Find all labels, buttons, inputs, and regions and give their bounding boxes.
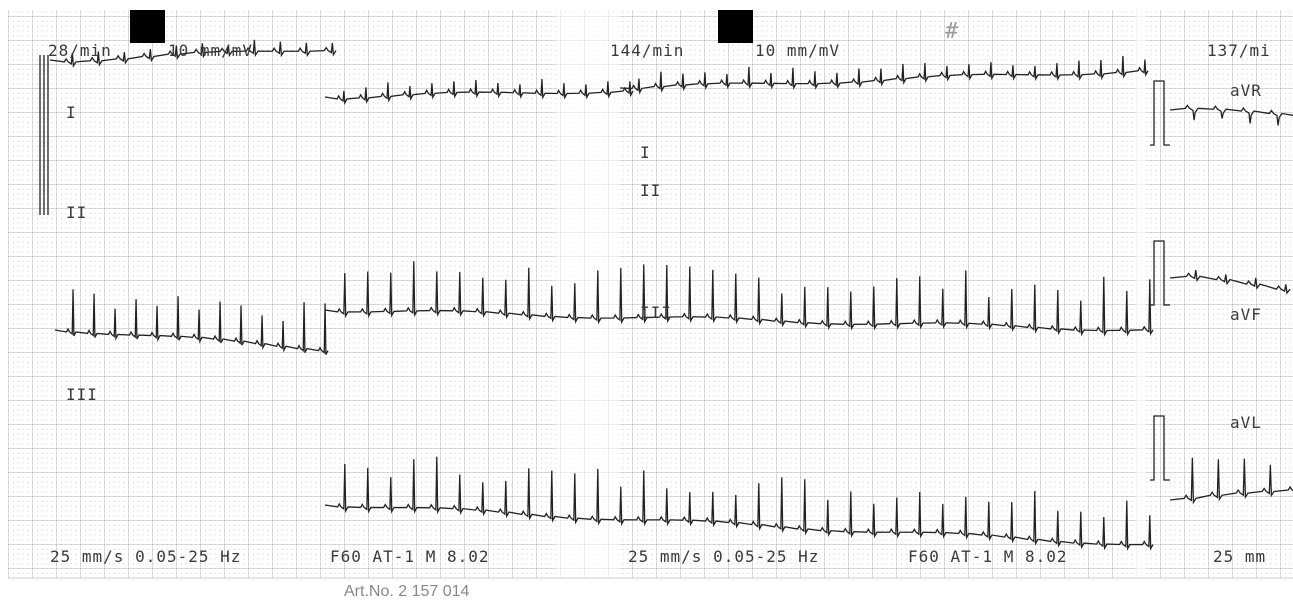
lead-label: I — [66, 103, 77, 122]
marker-block — [718, 10, 753, 43]
heart-rate: 137/mi — [1207, 41, 1271, 60]
lead-label: II — [640, 181, 661, 200]
heart-rate: 28/min — [48, 41, 112, 60]
lead-label: I — [640, 143, 651, 162]
lead-label: aVR — [1230, 81, 1262, 100]
ecg-page: 28/min 10 mm/mV 144/min 10 mm/mV 137/mi … — [0, 0, 1293, 610]
footer-speed: 25 mm — [1213, 547, 1266, 566]
lead-label: II — [66, 203, 87, 222]
grid-paper — [8, 10, 1293, 578]
hand-mark: # — [945, 19, 959, 44]
heart-rate: 144/min — [610, 41, 684, 60]
footer-settings: F60 AT-1 M 8.02 — [908, 547, 1068, 566]
fold-band — [1136, 10, 1146, 578]
lead-label: aVL — [1230, 413, 1262, 432]
footer-settings: F60 AT-1 M 8.02 — [330, 547, 490, 566]
footer-speed: 25 mm/s 0.05-25 Hz — [50, 547, 241, 566]
lead-label: III — [66, 385, 98, 404]
footer-speed: 25 mm/s 0.05-25 Hz — [628, 547, 819, 566]
gain: 10 mm/mV — [755, 41, 840, 60]
lead-label: aVF — [1230, 305, 1262, 324]
marker-block — [130, 10, 165, 43]
lead-label: III — [640, 303, 672, 322]
gain: 10 mm/mV — [168, 41, 253, 60]
article-number: Art.No. 2 157 014 — [344, 583, 470, 600]
